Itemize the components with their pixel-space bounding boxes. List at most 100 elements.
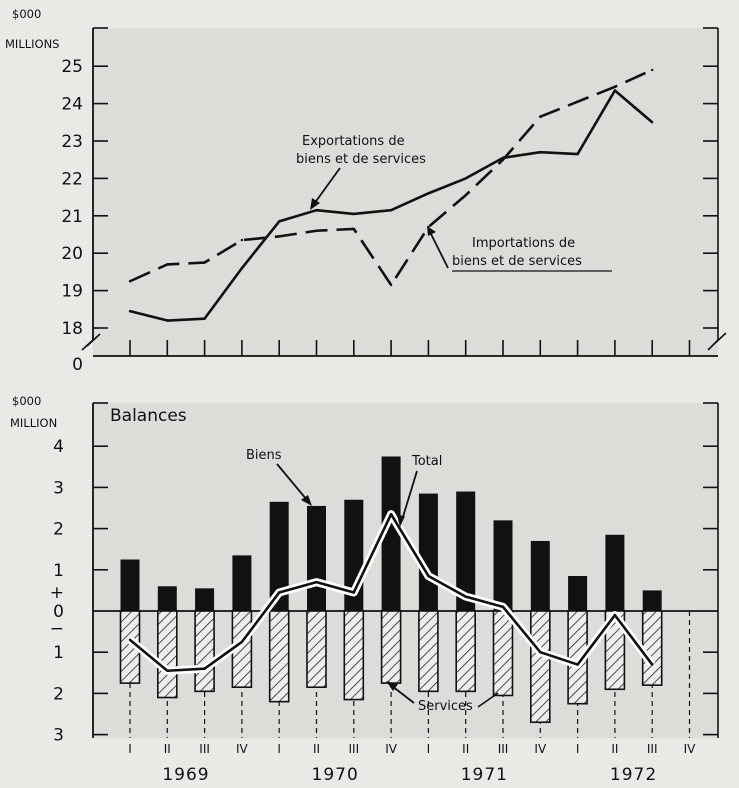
exports-point xyxy=(166,319,169,322)
exports-point xyxy=(464,177,467,180)
services-annotation: Services xyxy=(386,681,499,714)
total-label: Total xyxy=(411,454,442,469)
quarter-label: IV xyxy=(684,742,697,756)
goods-bar xyxy=(157,586,177,611)
total-point xyxy=(203,667,206,670)
trade-y-tick-label: 24 xyxy=(61,95,83,115)
services-bar xyxy=(604,610,626,691)
total-point xyxy=(166,669,169,672)
imports-point xyxy=(278,235,281,238)
services-bar xyxy=(380,610,402,684)
imports-label-line2: biens et de services xyxy=(452,254,582,269)
imports-point xyxy=(203,261,206,264)
balances-unit-label-dollars: $000 xyxy=(12,394,41,408)
total-point xyxy=(501,605,505,609)
quarter-label: I xyxy=(128,742,132,756)
exports-pointer xyxy=(313,167,341,205)
goods-bar xyxy=(418,493,438,611)
quarter-label: II xyxy=(462,742,469,756)
year-label: 1971 xyxy=(461,765,508,784)
exports-point xyxy=(651,121,654,124)
year-label: 1970 xyxy=(312,765,359,784)
quarter-label: III xyxy=(498,742,509,756)
imports-point xyxy=(576,100,579,103)
trade-axis-break-left xyxy=(81,333,101,351)
balances-unit-label-million: MILLION xyxy=(10,416,57,430)
balances-y-tick-label: 3 xyxy=(53,478,64,498)
quarter-label: III xyxy=(348,742,359,756)
trade-y-tick-label: 19 xyxy=(61,282,83,302)
total-point xyxy=(539,651,542,654)
exports-label-line1: Exportations de xyxy=(302,134,405,149)
total-point xyxy=(315,580,318,584)
total-pointer xyxy=(401,470,418,521)
goods-bar xyxy=(605,534,625,611)
services-bar xyxy=(641,610,663,686)
imports-point xyxy=(166,263,169,266)
imports-point xyxy=(240,238,244,242)
imports-point xyxy=(501,158,505,161)
exports-point xyxy=(389,208,393,212)
balances-y-tick-label: 2 xyxy=(53,520,64,540)
total-point xyxy=(240,640,244,644)
services-bar xyxy=(306,610,327,689)
balances-y-tick-label: 3 xyxy=(53,726,64,746)
trade-y-tick-label: 23 xyxy=(61,132,83,152)
total-point xyxy=(128,638,132,642)
quarter-label: IV xyxy=(534,742,547,756)
quarter-label: III xyxy=(647,742,658,756)
balances-plus-sign: + xyxy=(50,583,64,603)
goods-bar xyxy=(456,491,476,611)
trade-y-tick-label: 21 xyxy=(61,207,83,227)
goods-bar xyxy=(120,559,140,611)
goods-bar xyxy=(269,501,289,611)
trade-y-tick-label: 20 xyxy=(61,244,83,264)
goods-bar xyxy=(530,540,550,611)
trade-y-tick-label: 0 xyxy=(72,355,83,375)
exports-point xyxy=(352,212,355,216)
quarter-label: I xyxy=(427,742,431,756)
total-annotation: Total xyxy=(397,454,442,527)
quarter-label: II xyxy=(611,742,618,756)
exports-point xyxy=(613,89,617,92)
quarter-label: I xyxy=(576,742,580,756)
trade-axis-break-right xyxy=(707,332,727,351)
balances-y-tick-label: 1 xyxy=(53,561,64,581)
services-pointer xyxy=(391,685,415,704)
goods-bar xyxy=(568,575,588,611)
imports-point xyxy=(315,229,318,232)
services-bar xyxy=(455,610,477,693)
goods-bar xyxy=(195,588,215,611)
goods-pointer-head xyxy=(301,495,312,506)
quarter-label: III xyxy=(199,742,210,756)
quarter-label: IV xyxy=(236,742,249,756)
imports-pointer xyxy=(429,231,449,269)
imports-point xyxy=(128,280,132,283)
services-bar xyxy=(492,610,514,697)
trade-unit-label-dollars: $000 xyxy=(12,7,41,21)
total-point xyxy=(389,512,393,516)
total-point xyxy=(651,663,654,666)
balances-zero-label: 0 xyxy=(53,602,64,622)
total-point xyxy=(613,613,617,617)
balances-title: Balances xyxy=(110,406,187,426)
exports-point xyxy=(315,208,318,212)
trade-y-tick-label: 18 xyxy=(61,319,83,339)
imports-annotation: Importations de biens et de services xyxy=(427,226,612,272)
imports-label-line1: Importations de xyxy=(472,236,575,251)
imports-point xyxy=(464,194,467,197)
total-point xyxy=(427,574,430,578)
exports-point xyxy=(128,309,132,313)
goods-label: Biens xyxy=(246,448,282,463)
services-bar xyxy=(194,610,215,693)
quarter-label: II xyxy=(313,742,320,756)
trade-unit-label-millions: MILLIONS xyxy=(5,37,59,51)
exports-point xyxy=(539,151,542,154)
goods-bar xyxy=(493,520,513,611)
services-bar xyxy=(157,610,178,699)
services-bar xyxy=(529,610,551,724)
services-bar xyxy=(418,610,439,693)
imports-pointer-head xyxy=(427,226,436,236)
